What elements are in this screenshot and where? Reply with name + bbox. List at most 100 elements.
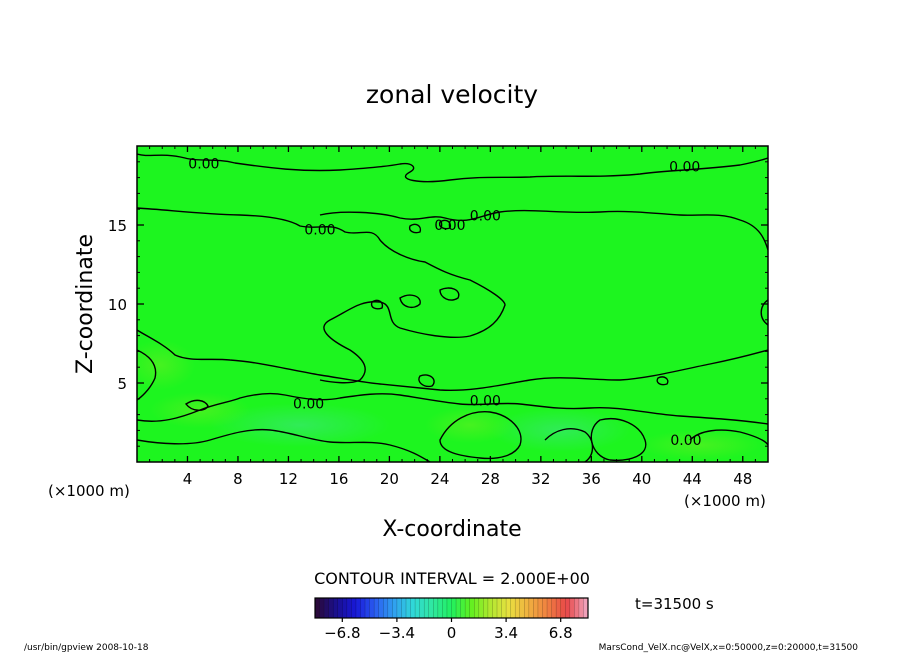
- chart-title: zonal velocity: [366, 80, 538, 109]
- x-axis-title: X-coordinate: [382, 517, 521, 542]
- contour-line: [408, 223, 422, 234]
- x-tick-label: 48: [733, 470, 752, 488]
- colorbar-tick-label: 3.4: [494, 624, 518, 642]
- field-shading: [137, 340, 195, 390]
- colorbar-cell: [460, 598, 466, 618]
- colorbar-cell: [424, 598, 430, 618]
- contour-line: [137, 428, 431, 462]
- colorbar-cell: [315, 598, 320, 618]
- colorbar-cell: [406, 598, 411, 618]
- contour-line: [137, 349, 157, 401]
- x-tick-label: 16: [329, 470, 348, 488]
- x-tick-label: 28: [481, 470, 500, 488]
- colorbar: [314, 597, 589, 619]
- colorbar-cell: [319, 598, 325, 618]
- colorbar-cell: [556, 598, 561, 618]
- colorbar-cell: [456, 598, 461, 618]
- colorbar-cell: [419, 598, 425, 618]
- colorbar-cell: [565, 598, 571, 618]
- contour-line: [319, 209, 768, 251]
- x-tick-label: 32: [531, 470, 550, 488]
- colorbar-cell: [492, 598, 498, 618]
- y-tick-label: 15: [108, 217, 127, 235]
- colorbar-cell: [365, 598, 370, 618]
- footer-left: /usr/bin/gpview 2008-10-18: [24, 643, 149, 653]
- contour-interval-label: CONTOUR INTERVAL = 2.000E+00: [314, 569, 590, 588]
- colorbar-cell: [560, 598, 566, 618]
- colorbar-cell: [497, 598, 502, 618]
- colorbar-cell: [510, 598, 516, 618]
- colorbar-cell: [428, 598, 434, 618]
- colorbar-cell: [578, 598, 584, 618]
- colorbar-cell: [355, 598, 361, 618]
- colorbar-cell: [369, 598, 375, 618]
- contour-line: [439, 411, 522, 460]
- y-tick-label: 10: [108, 296, 127, 314]
- field-shading: [425, 407, 515, 443]
- field-shading: [640, 430, 760, 460]
- colorbar-cell: [346, 598, 352, 618]
- colorbar-cell: [437, 598, 443, 618]
- colorbar-cell: [478, 598, 484, 618]
- contour-label: 0.00: [470, 209, 501, 225]
- zero-contours: [137, 153, 768, 462]
- contour-line: [137, 153, 768, 183]
- contour-line: [399, 294, 421, 309]
- colorbar-cell: [446, 598, 452, 618]
- colorbar-cell: [519, 598, 525, 618]
- colorbar-tick-label: −3.4: [379, 624, 415, 642]
- colorbar-cell: [360, 598, 366, 618]
- x-tick-label: 36: [582, 470, 601, 488]
- colorbar-cell: [387, 598, 393, 618]
- y-tick-label: 5: [117, 375, 127, 393]
- colorbar-cell: [547, 598, 552, 618]
- x-tick-label: 4: [183, 470, 193, 488]
- contour-line: [418, 374, 435, 388]
- colorbar-cell: [378, 598, 384, 618]
- x-unit-left: (×1000 m): [48, 482, 130, 500]
- contour-line: [370, 299, 384, 310]
- colorbar-cell: [337, 598, 343, 618]
- colorbar-cell: [528, 598, 534, 618]
- colorbar-cell: [542, 598, 548, 618]
- y-axis-title: Z-coordinate: [73, 234, 98, 374]
- contour-label: 0.00: [434, 218, 465, 234]
- contour-line: [137, 329, 768, 392]
- contour-line: [137, 392, 768, 425]
- colorbar-cell: [433, 598, 439, 618]
- contour-line: [184, 399, 209, 411]
- contour-line: [689, 429, 768, 446]
- colorbar-cell: [396, 598, 402, 618]
- contour-line: [438, 219, 452, 230]
- colorbar-cell: [392, 598, 398, 618]
- field-shading: [210, 403, 390, 447]
- plot-area: 0.00 0.00 0.00 0.00 0.00 0.00 0.00 0.00: [137, 146, 768, 462]
- contour-label: 0.00: [669, 160, 700, 176]
- colorbar-cell: [415, 598, 420, 618]
- contour-label: 0.00: [304, 223, 335, 239]
- colorbar-cell: [483, 598, 489, 618]
- colorbar-cell: [410, 598, 416, 618]
- contour-labels: 0.00 0.00 0.00 0.00 0.00 0.00 0.00 0.00: [188, 156, 701, 449]
- colorbar-cell: [333, 598, 339, 618]
- colorbar-cell: [342, 598, 348, 618]
- y-axis: 5 10 15: [108, 161, 768, 447]
- colorbar-cell: [569, 598, 575, 618]
- footer-right: MarsCond_VelX.nc@VelX,x=0:50000,z=0:2000…: [599, 643, 859, 653]
- contour-line: [656, 376, 669, 386]
- contour-label: 0.00: [188, 156, 219, 172]
- colorbar-tick-label: −6.8: [324, 624, 360, 642]
- x-tick-label: 20: [380, 470, 399, 488]
- colorbar-cell: [574, 598, 580, 618]
- colorbar-ticks: −6.8 −3.4 0 3.4 6.8: [324, 618, 573, 642]
- colorbar-tick-label: 0: [447, 624, 457, 642]
- colorbar-cell: [469, 598, 475, 618]
- x-tick-label: 40: [632, 470, 651, 488]
- contour-label: 0.00: [670, 433, 701, 449]
- x-tick-label: 8: [233, 470, 243, 488]
- colorbar-cell: [506, 598, 511, 618]
- contour-line: [544, 428, 594, 462]
- x-unit-right: (×1000 m): [684, 492, 766, 510]
- colorbar-cell: [351, 598, 357, 618]
- colorbar-cell: [583, 598, 589, 618]
